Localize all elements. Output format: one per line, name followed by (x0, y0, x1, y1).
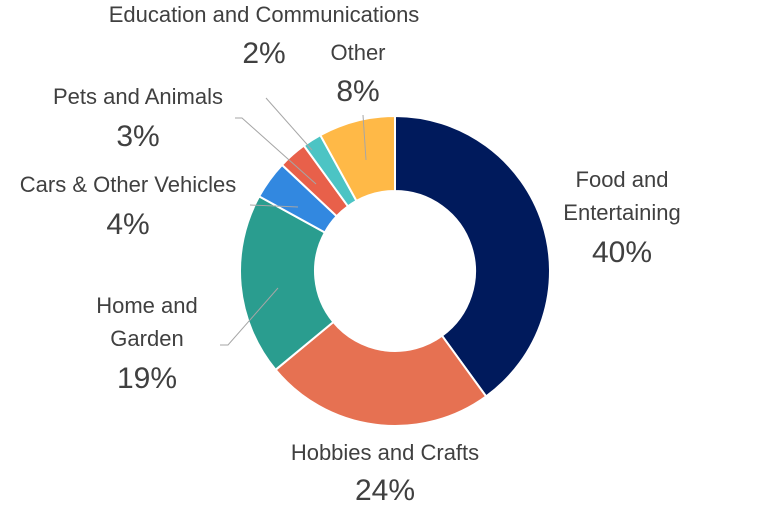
label-cars-other-vehicles: Cars & Other Vehicles (20, 172, 236, 197)
leader-line-other (362, 114, 367, 161)
leader-line-education-and-communications (265, 97, 313, 151)
label-hobbies-and-crafts: Hobbies and Crafts (291, 440, 479, 465)
value-label-education-and-communications: 2% (242, 37, 285, 70)
value-label-pets-and-animals: 3% (116, 120, 159, 153)
leader-line-pets-and-animals (235, 117, 317, 185)
label-food-and-entertaining-line2: Entertaining (563, 200, 680, 225)
label-home-and-garden-line2: Garden (110, 326, 183, 351)
label-pets-and-animals: Pets and Animals (53, 84, 223, 109)
slice-other (318, 114, 396, 203)
label-food-and-entertaining-line1: Food and (576, 167, 669, 192)
value-label-home-and-garden: 19% (117, 362, 177, 395)
slice-hobbies-and-crafts (274, 320, 488, 427)
leader-line-cars-other-vehicles (249, 204, 299, 208)
slice-home-and-garden (239, 194, 335, 372)
label-other: Other (330, 40, 385, 65)
slice-food-and-entertaining (394, 114, 551, 398)
label-home-and-garden-line1: Home and (96, 293, 198, 318)
label-education-and-communications: Education and Communications (109, 2, 420, 27)
value-label-cars-other-vehicles: 4% (106, 208, 149, 241)
leader-line-home-and-garden (220, 287, 279, 346)
value-label-other: 8% (336, 75, 379, 108)
value-label-food-and-entertaining: 40% (592, 236, 652, 269)
value-label-hobbies-and-crafts: 24% (355, 474, 415, 507)
